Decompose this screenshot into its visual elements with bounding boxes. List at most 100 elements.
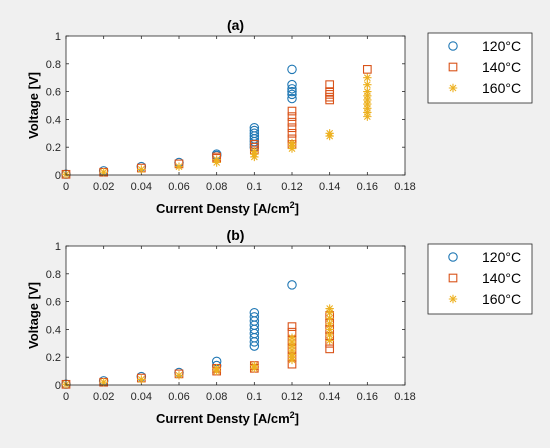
data-point	[99, 168, 108, 177]
data-point	[363, 80, 372, 89]
legend: 120°C 140°C 160°C	[427, 32, 533, 104]
plot-area	[66, 246, 405, 385]
x-tick-label: 0.02	[93, 181, 114, 193]
x-tick-label: 0.18	[394, 391, 415, 403]
legend-marker	[448, 273, 458, 283]
data-point	[325, 314, 334, 323]
y-tick-label: 1	[55, 31, 61, 43]
data-point	[287, 333, 297, 342]
legend-label: 120°C	[482, 38, 521, 54]
data-point	[287, 64, 297, 75]
y-tick-label: 0.4	[46, 324, 61, 336]
y-tick-label: 0.2	[46, 142, 61, 154]
data-point	[287, 322, 297, 331]
data-point	[287, 117, 297, 127]
legend-label: 120°C	[482, 249, 521, 265]
data-point	[287, 128, 297, 138]
data-point	[287, 112, 297, 121]
data-point	[287, 89, 297, 100]
x-tick-label: 0.02	[93, 391, 114, 403]
series-star	[61, 73, 372, 179]
chart-title: (a)	[227, 17, 244, 33]
legend-box	[427, 32, 533, 104]
data-point	[250, 147, 259, 156]
x-tick-label: 0.06	[168, 391, 189, 403]
data-point	[287, 86, 297, 97]
data-point	[212, 155, 221, 164]
x-tick-label: 0.12	[281, 181, 302, 193]
data-point	[325, 80, 335, 89]
legend-marker	[448, 83, 458, 93]
legend-label: 140°C	[482, 59, 521, 75]
legend-marker	[448, 41, 458, 51]
data-point	[325, 304, 334, 313]
y-tick-label: 0.8	[46, 269, 61, 281]
data-point	[362, 65, 372, 74]
y-tick-label: 0.8	[46, 59, 61, 71]
y-axis-label: Voltage [V]	[26, 282, 41, 349]
legend-label: 160°C	[482, 291, 521, 307]
x-tick-label: 0.16	[357, 181, 378, 193]
x-tick-label: 0.1	[247, 391, 262, 403]
data-point	[99, 378, 108, 387]
y-tick-label: 0	[55, 170, 61, 182]
data-point	[137, 165, 146, 174]
data-point	[325, 336, 334, 345]
y-tick-label: 0	[55, 380, 61, 392]
y-tick-label: 0.6	[46, 297, 61, 309]
legend-marker	[448, 252, 458, 262]
data-point	[174, 371, 184, 380]
legend: 120°C 140°C 160°C	[427, 243, 533, 315]
x-tick-label: 0.08	[206, 391, 227, 403]
x-tick-label: 0.1	[247, 181, 262, 193]
data-point	[212, 364, 221, 373]
axes-box	[65, 35, 406, 176]
y-tick-label: 0.6	[46, 87, 61, 99]
x-tick-label: 0.06	[168, 181, 189, 193]
legend-box	[427, 243, 533, 315]
x-tick-label: 0.08	[206, 181, 227, 193]
data-point	[325, 129, 334, 138]
legend-label: 140°C	[482, 270, 521, 286]
data-point	[363, 73, 372, 82]
data-point	[287, 84, 297, 94]
data-point	[287, 93, 297, 104]
x-axis-label: Current Densty [A/cm2]	[156, 200, 299, 216]
data-point	[249, 307, 260, 318]
data-point	[174, 162, 184, 171]
y-tick-label: 1	[55, 241, 61, 253]
data-point	[325, 344, 335, 354]
data-point	[287, 123, 297, 133]
y-tick-label: 0.2	[46, 352, 61, 364]
plot-area	[66, 36, 405, 175]
x-tick-label: 0	[63, 181, 69, 193]
x-tick-label: 0.12	[281, 391, 302, 403]
x-tick-label: 0.14	[319, 181, 340, 193]
data-point	[249, 128, 260, 139]
legend-marker	[448, 62, 458, 72]
x-axis-label: Current Densty [A/cm2]	[156, 410, 299, 426]
axes-box	[65, 245, 406, 386]
x-tick-label: 0.16	[357, 391, 378, 403]
data-point	[250, 361, 259, 370]
x-tick-label: 0.14	[319, 391, 340, 403]
series-star	[61, 304, 334, 389]
y-axis-label: Voltage [V]	[26, 72, 41, 139]
chart-a: (a) 0 0.02 0.04 0.06 0.08 0.1 0.12 0.14 0.16 0.18 0…	[26, 17, 533, 216]
data-point	[249, 122, 260, 133]
data-point	[249, 312, 260, 322]
x-tick-label: 0.04	[131, 391, 152, 403]
x-tick-label: 0.18	[394, 181, 415, 193]
data-point	[287, 79, 297, 90]
data-point	[363, 87, 372, 96]
data-point	[287, 106, 297, 116]
data-point	[325, 330, 334, 340]
legend-label: 160°C	[482, 80, 521, 96]
chart-b: (b) 0 0.02 0.04 0.06 0.08 0.1 0.12 0.14 0.16 0.18 0…	[26, 227, 533, 426]
x-tick-label: 0.04	[131, 181, 152, 193]
data-point	[249, 125, 260, 136]
chart-title: (b)	[227, 227, 245, 243]
data-point	[287, 280, 297, 290]
x-tick-label: 0	[63, 391, 69, 403]
legend-marker	[448, 294, 458, 304]
